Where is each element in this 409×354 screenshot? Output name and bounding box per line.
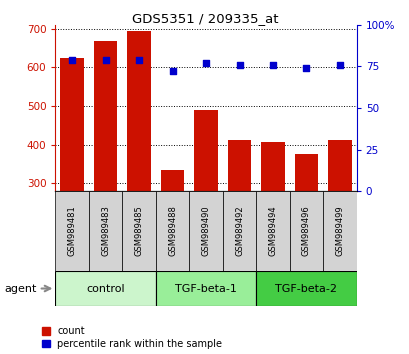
Point xyxy=(302,65,309,71)
Bar xyxy=(155,191,189,271)
Bar xyxy=(160,170,184,191)
Point xyxy=(135,57,142,63)
Text: GSM989496: GSM989496 xyxy=(301,206,310,256)
Text: GSM989499: GSM989499 xyxy=(335,206,344,256)
Point xyxy=(336,62,342,68)
Bar xyxy=(322,191,356,271)
Bar xyxy=(189,191,222,271)
Bar xyxy=(261,142,284,191)
Text: TGF-beta-1: TGF-beta-1 xyxy=(175,284,236,293)
Text: GSM989492: GSM989492 xyxy=(234,206,243,256)
Point xyxy=(169,69,175,74)
Point xyxy=(269,62,276,68)
Point xyxy=(236,62,242,68)
Bar xyxy=(256,271,356,306)
Text: TGF-beta-2: TGF-beta-2 xyxy=(275,284,337,293)
Text: control: control xyxy=(86,284,125,293)
Text: GSM989481: GSM989481 xyxy=(67,206,76,256)
Bar xyxy=(94,41,117,191)
Text: GSM989483: GSM989483 xyxy=(101,206,110,256)
Bar xyxy=(256,191,289,271)
Bar xyxy=(194,110,217,191)
Text: GSM989488: GSM989488 xyxy=(168,206,177,256)
Bar xyxy=(127,30,151,191)
Bar xyxy=(289,191,322,271)
Bar xyxy=(328,140,351,191)
Point xyxy=(202,60,209,66)
Text: GDS5351 / 209335_at: GDS5351 / 209335_at xyxy=(131,12,278,25)
Legend: count, percentile rank within the sample: count, percentile rank within the sample xyxy=(42,326,222,349)
Point xyxy=(102,57,109,63)
Text: GSM989494: GSM989494 xyxy=(268,206,277,256)
Bar xyxy=(60,58,83,191)
Bar xyxy=(222,191,256,271)
Bar xyxy=(122,191,155,271)
Point xyxy=(69,57,75,63)
Text: agent: agent xyxy=(4,284,36,293)
Bar xyxy=(55,271,155,306)
Text: GSM989490: GSM989490 xyxy=(201,206,210,256)
Bar xyxy=(89,191,122,271)
Text: GSM989485: GSM989485 xyxy=(134,206,143,256)
Bar xyxy=(55,191,89,271)
Bar xyxy=(155,271,256,306)
Bar xyxy=(227,140,251,191)
Bar xyxy=(294,154,317,191)
